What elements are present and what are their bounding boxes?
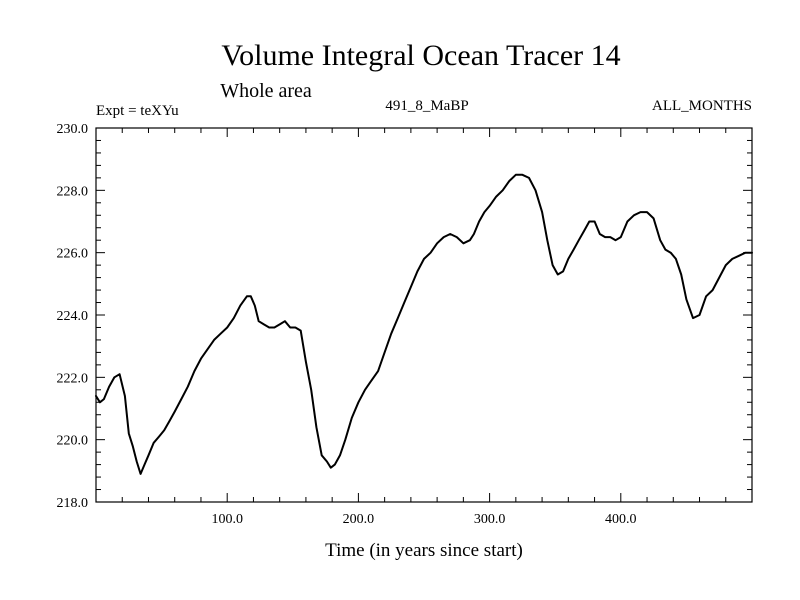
months-label: ALL_MONTHS [652,98,752,114]
y-tick-label: 230.0 [57,122,89,137]
y-tick-label: 220.0 [57,434,89,449]
chart-title: Volume Integral Ocean Tracer 14 [221,39,620,72]
x-tick-label: 200.0 [343,512,375,527]
y-tick-label: 226.0 [57,247,89,262]
y-tick-label: 218.0 [57,496,89,511]
x-tick-label: 100.0 [211,512,243,527]
expt-label: Expt = teXYu [96,103,179,119]
axis-ticks [96,128,752,502]
y-tick-label: 222.0 [57,371,89,386]
y-tick-label: 228.0 [57,184,89,199]
x-axis-label: Time (in years since start) [325,540,523,561]
series-line [95,173,753,475]
x-tick-label: 400.0 [605,512,637,527]
y-tick-label: 224.0 [57,309,89,324]
plot-frame [95,127,753,503]
run-label: 491_8_MaBP [385,98,468,114]
tick-labels: 100.0 200.0 300.0 400.0 218.0 220.0 222.0 224.0… [57,122,637,527]
x-tick-label: 300.0 [474,512,506,527]
chart-subtitle: Whole area [220,80,312,102]
